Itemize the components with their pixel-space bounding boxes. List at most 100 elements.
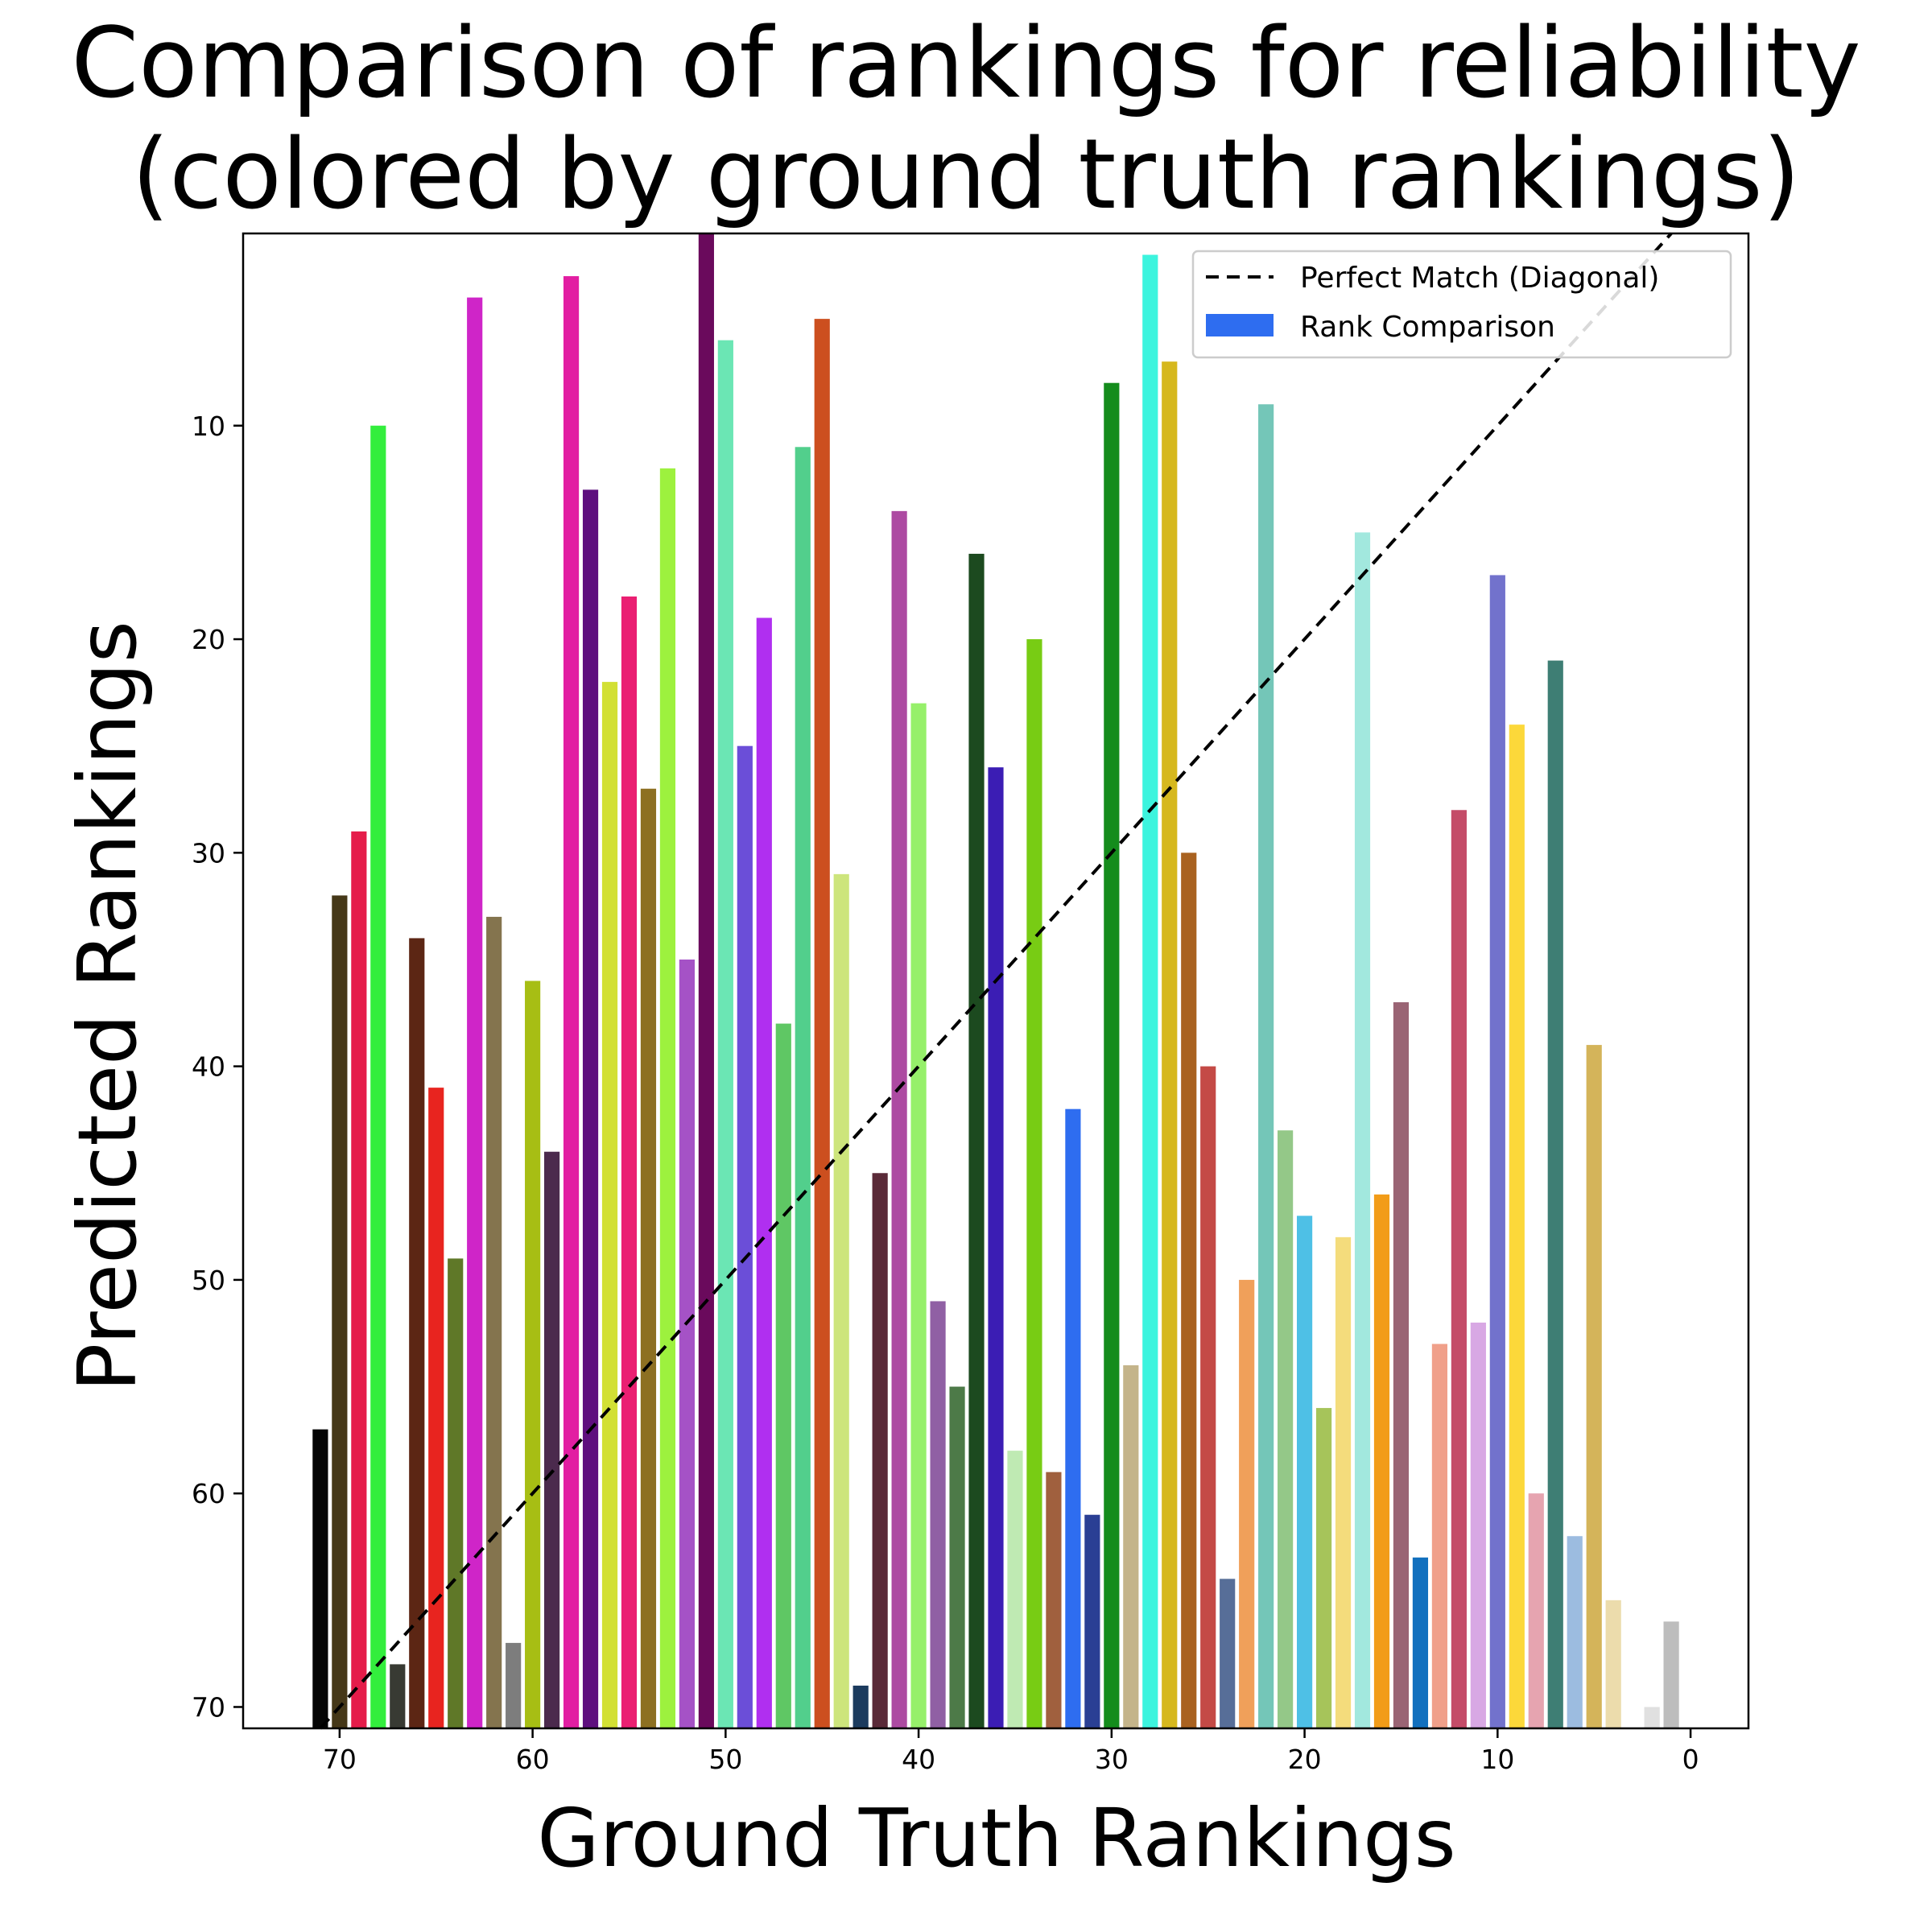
x-tick-label: 50 [708,1744,742,1775]
bar-gt-36 [988,767,1004,1728]
bar-gt-23 [1239,1279,1255,1728]
bar-gt-16 [1373,1194,1390,1728]
bar-gt-14 [1412,1557,1429,1728]
y-tick-label: 50 [192,1265,225,1296]
bar-gt-41 [891,510,907,1729]
bar-gt-27 [1162,361,1178,1729]
y-tick-label: 20 [192,624,225,655]
bar-series [312,233,1679,1729]
bar-gt-13 [1431,1344,1447,1728]
bar-gt-45 [814,319,830,1729]
bar-gt-26 [1181,852,1197,1728]
bar-gt-40 [910,703,927,1728]
bar-gt-6 [1567,1536,1583,1728]
bar-gt-62 [486,916,502,1728]
bar-gt-18 [1335,1236,1352,1728]
diagonal-line [319,232,1673,1730]
bar-gt-57 [582,489,599,1729]
chart-title: Comparison of rankings for reliability (… [71,8,1860,231]
bar-gt-64 [448,1258,464,1728]
bar-gt-66 [409,938,425,1728]
bar-gt-43 [852,1685,869,1728]
bar-gt-54 [640,788,657,1728]
x-tick-label: 40 [902,1744,935,1775]
legend-frame [1191,250,1732,359]
bar-gt-1 [1663,1621,1679,1728]
chart-title-line-1: Comparison of rankings for reliability [71,8,1860,120]
x-tick-label: 20 [1288,1744,1322,1775]
bar-gt-42 [872,1173,888,1728]
x-tick-label: 60 [516,1744,550,1775]
bar-gt-34 [1026,639,1042,1728]
bar-gt-17 [1354,532,1371,1728]
legend-patch-icon [1206,314,1274,336]
bar-gt-48 [756,617,772,1728]
bar-gt-61 [506,1642,522,1728]
bar-gt-30 [1104,382,1120,1729]
y-tick-label: 30 [192,837,225,869]
y-tick-label: 70 [192,1691,225,1723]
bar-gt-70 [332,895,348,1728]
legend-label-diagonal: Perfect Match (Diagonal) [1300,262,1659,295]
bar-gt-53 [659,468,676,1729]
x-axis: 70 60 50 40 30 20 10 0 [323,1728,1699,1775]
bar-gt-15 [1393,1002,1410,1728]
bar-gt-5 [1586,1045,1602,1728]
y-axis-label: Predicted Rankings [60,621,155,1392]
legend: Perfect Match (Diagonal) Rank Comparison [1191,250,1732,359]
bar-gt-68 [370,425,386,1729]
bar-gt-38 [949,1386,965,1728]
x-tick-label: 30 [1095,1744,1129,1775]
bar-gt-63 [467,297,483,1729]
chart-title-line-2: (colored by ground truth rankings) [132,119,1801,231]
bar-gt-49 [737,745,753,1728]
bar-gt-37 [968,553,985,1728]
bar-gt-29 [1123,1365,1139,1728]
y-tick-label: 60 [192,1478,225,1509]
bar-gt-60 [525,980,541,1728]
bar-gt-7 [1547,660,1563,1728]
bar-gt-71 [312,1429,328,1728]
bar-gt-20 [1297,1216,1313,1728]
bar-gt-10 [1489,575,1505,1728]
bar-gt-12 [1451,810,1467,1728]
bar-gt-22 [1258,404,1274,1729]
bar-gt-51 [698,233,714,1728]
y-tick-label: 10 [192,411,225,442]
bar-gt-50 [717,340,733,1729]
bar-gt-19 [1315,1408,1332,1728]
bar-gt-31 [1084,1514,1100,1728]
bar-gt-44 [833,873,849,1728]
bar-gt-28 [1142,254,1158,1728]
bar-gt-24 [1220,1579,1236,1728]
x-tick-label: 0 [1682,1744,1699,1775]
bar-gt-2 [1644,1707,1660,1728]
y-tick-label: 40 [192,1051,225,1083]
bar-gt-4 [1605,1600,1621,1728]
bar-gt-39 [930,1301,946,1728]
bar-gt-65 [428,1088,444,1728]
bar-gt-69 [351,831,367,1728]
bar-gt-9 [1509,724,1525,1728]
bar-gt-21 [1278,1130,1294,1728]
bar-gt-47 [775,1023,791,1728]
plot-area [242,232,1750,1730]
bar-gt-35 [1007,1451,1023,1728]
bar-gt-58 [563,276,580,1728]
bar-gt-25 [1200,1066,1216,1728]
y-axis: 10 20 30 40 50 60 70 [192,411,243,1723]
bar-gt-46 [795,447,811,1729]
x-axis-label: Ground Truth Rankings [537,1791,1455,1885]
legend-label-rank: Rank Comparison [1300,311,1555,344]
bar-gt-67 [390,1664,406,1728]
bar-gt-33 [1046,1472,1062,1728]
bar-gt-59 [544,1151,560,1728]
bar-gt-52 [679,959,695,1728]
bar-gt-55 [621,596,638,1728]
bar-gt-32 [1065,1108,1081,1728]
x-tick-label: 70 [323,1744,357,1775]
bar-gt-8 [1528,1493,1544,1728]
bar-gt-11 [1470,1322,1486,1728]
bar-gt-56 [601,682,618,1728]
